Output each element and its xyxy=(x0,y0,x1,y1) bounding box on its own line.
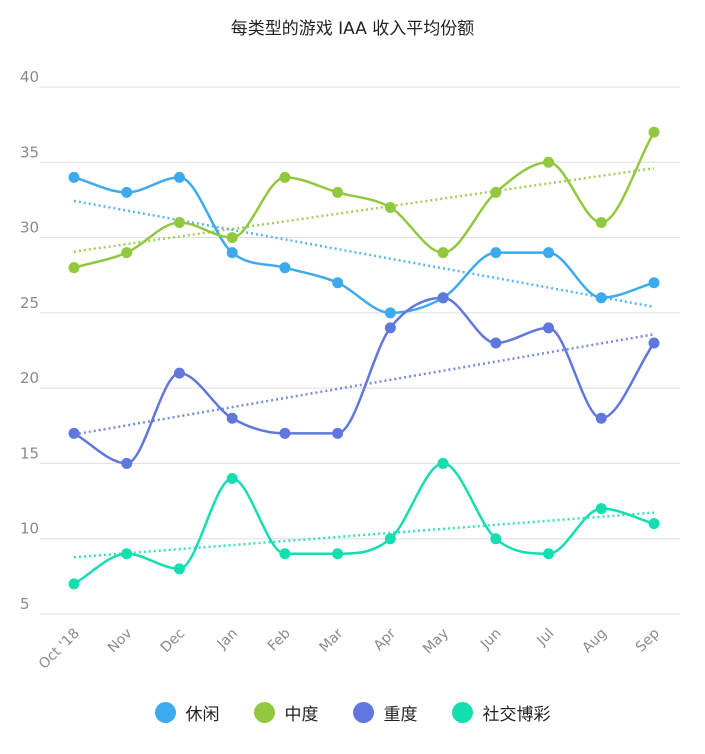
x-tick-label: Dec xyxy=(158,626,188,656)
data-point-s1-10 xyxy=(595,292,607,304)
legend-item[interactable]: 休闲 xyxy=(154,700,220,725)
data-point-s2-2 xyxy=(173,217,185,229)
legend-label: 中度 xyxy=(284,705,319,725)
data-point-s2-1 xyxy=(121,247,133,259)
data-point-s4-8 xyxy=(490,533,502,545)
data-point-s3-1 xyxy=(121,457,133,469)
trendline-4 xyxy=(73,511,655,559)
trendline-layer xyxy=(73,167,655,559)
data-point-s3-8 xyxy=(490,337,502,349)
x-tick-label: Oct '18 xyxy=(36,626,83,673)
series-line-2 xyxy=(73,131,656,269)
y-tick-layer: 40 35 30 25 20 15 10 5 xyxy=(20,68,39,613)
data-point-s2-3 xyxy=(226,232,238,244)
y-tick-label: 40 xyxy=(20,68,39,86)
legend-item[interactable]: 重度 xyxy=(352,700,418,725)
x-tick-layer: Oct '18 Nov Dec Jan Feb Mar Apr May Jun Jul Aug Sep xyxy=(36,625,663,672)
data-point-s3-9 xyxy=(543,322,555,334)
legend-marker xyxy=(253,702,275,723)
x-tick-label: Aug xyxy=(579,626,610,657)
data-point-s4-9 xyxy=(543,548,555,560)
data-point-s3-4 xyxy=(279,427,291,439)
data-point-s4-11 xyxy=(648,518,660,530)
x-tick-label: Feb xyxy=(265,625,294,654)
data-point-s4-4 xyxy=(279,548,291,560)
legend-marker xyxy=(451,702,473,723)
data-point-s1-9 xyxy=(543,247,555,259)
data-point-s2-4 xyxy=(279,171,291,183)
data-point-s4-1 xyxy=(121,548,133,560)
data-point-s4-3 xyxy=(226,472,238,484)
data-point-s1-2 xyxy=(173,171,185,183)
y-tick-label: 25 xyxy=(20,294,39,312)
legend-label: 社交博彩 xyxy=(482,705,551,725)
data-point-s3-0 xyxy=(68,427,80,439)
x-tick-label: Jan xyxy=(214,626,241,653)
data-point-s1-11 xyxy=(648,277,660,289)
x-tick-label: Mar xyxy=(316,625,346,655)
data-point-s3-5 xyxy=(332,427,344,439)
point-layer xyxy=(68,126,660,590)
x-tick-label: Nov xyxy=(105,626,136,657)
data-point-s3-3 xyxy=(226,412,238,424)
series-line-4 xyxy=(73,462,655,585)
data-point-s2-5 xyxy=(332,186,344,198)
legend-item[interactable]: 中度 xyxy=(253,700,319,725)
data-point-s3-6 xyxy=(384,322,396,334)
x-tick-label: Sep xyxy=(633,625,663,655)
grid-layer xyxy=(40,86,680,615)
data-point-s3-10 xyxy=(595,412,607,424)
y-tick-label: 10 xyxy=(20,520,39,538)
x-tick-label: Apr xyxy=(371,625,400,654)
data-point-s1-1 xyxy=(121,186,133,198)
series-line-layer xyxy=(73,131,656,585)
trendline-3 xyxy=(73,333,655,436)
chart-title: 每类型的游戏 IAA 收入平均份额 xyxy=(230,19,475,39)
data-point-s4-6 xyxy=(384,533,396,545)
x-tick-label: May xyxy=(420,626,452,658)
y-tick-label: 30 xyxy=(20,219,39,237)
data-point-s4-5 xyxy=(332,548,344,560)
data-point-s3-2 xyxy=(173,367,185,379)
x-tick-label: Jul xyxy=(533,626,557,650)
y-tick-label: 5 xyxy=(20,595,30,613)
x-tick-label: Jun xyxy=(477,626,504,653)
legend-marker xyxy=(352,702,374,723)
y-tick-label: 35 xyxy=(20,143,39,161)
data-point-s2-10 xyxy=(595,217,607,229)
data-point-s4-7 xyxy=(437,457,449,469)
data-point-s1-4 xyxy=(279,262,291,274)
trendline-1 xyxy=(73,199,655,309)
data-point-s2-0 xyxy=(68,262,80,274)
data-point-s4-10 xyxy=(595,503,607,515)
data-point-s1-5 xyxy=(332,277,344,289)
legend-label: 重度 xyxy=(383,705,418,725)
data-point-s3-11 xyxy=(648,337,660,349)
y-tick-label: 15 xyxy=(20,444,39,462)
data-point-s1-3 xyxy=(226,247,238,259)
data-point-s2-11 xyxy=(648,126,660,138)
data-point-s1-6 xyxy=(384,307,396,319)
data-point-s1-8 xyxy=(490,247,502,259)
legend-label: 休闲 xyxy=(185,705,220,725)
series-line-3 xyxy=(73,296,656,465)
data-point-s2-6 xyxy=(384,201,396,213)
data-point-s2-8 xyxy=(490,186,502,198)
data-point-s4-2 xyxy=(173,563,185,575)
legend-marker xyxy=(154,702,176,723)
data-point-s2-9 xyxy=(543,156,555,168)
y-tick-label: 20 xyxy=(20,369,39,387)
data-point-s2-7 xyxy=(437,247,449,259)
data-point-s1-0 xyxy=(68,171,80,183)
legend-item[interactable]: 社交博彩 xyxy=(451,700,551,725)
data-point-s3-7 xyxy=(437,292,449,304)
data-point-s4-0 xyxy=(68,578,80,590)
legend: 休闲 中度 重度 社交博彩 xyxy=(0,700,705,725)
